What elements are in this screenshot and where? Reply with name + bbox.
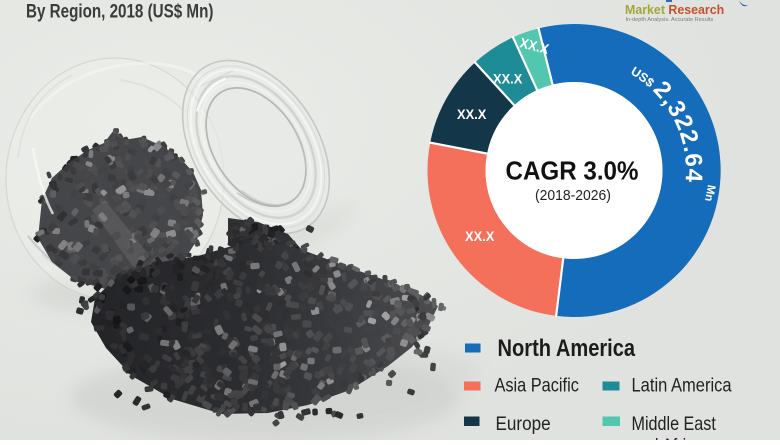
svg-text:and Africa: and Africa (632, 435, 704, 440)
svg-text:XX.X: XX.X (465, 229, 494, 245)
svg-text:XX.X: XX.X (518, 35, 550, 57)
svg-text:In-depth Analysis. Accurate Re: In-depth Analysis. Accurate Results (626, 17, 714, 23)
svg-text:Mn: Mn (702, 184, 717, 202)
svg-text:XX.X: XX.X (493, 71, 522, 87)
svg-text:By Region, 2018 (US$ Mn): By Region, 2018 (US$ Mn) (26, 0, 213, 22)
svg-text:XX.X: XX.X (457, 107, 486, 123)
svg-text:Asia Pacific: Asia Pacific (494, 374, 579, 395)
svg-text:Market Research: Market Research (625, 2, 724, 17)
svg-text:(2018-2026): (2018-2026) (535, 188, 611, 205)
svg-text:North America: North America (498, 334, 636, 361)
svg-text:CAGR 3.0%: CAGR 3.0% (506, 157, 639, 186)
svg-text:Middle East: Middle East (632, 413, 716, 435)
svg-text:Latin America: Latin America (632, 374, 732, 395)
svg-text:Europe: Europe (496, 413, 551, 434)
